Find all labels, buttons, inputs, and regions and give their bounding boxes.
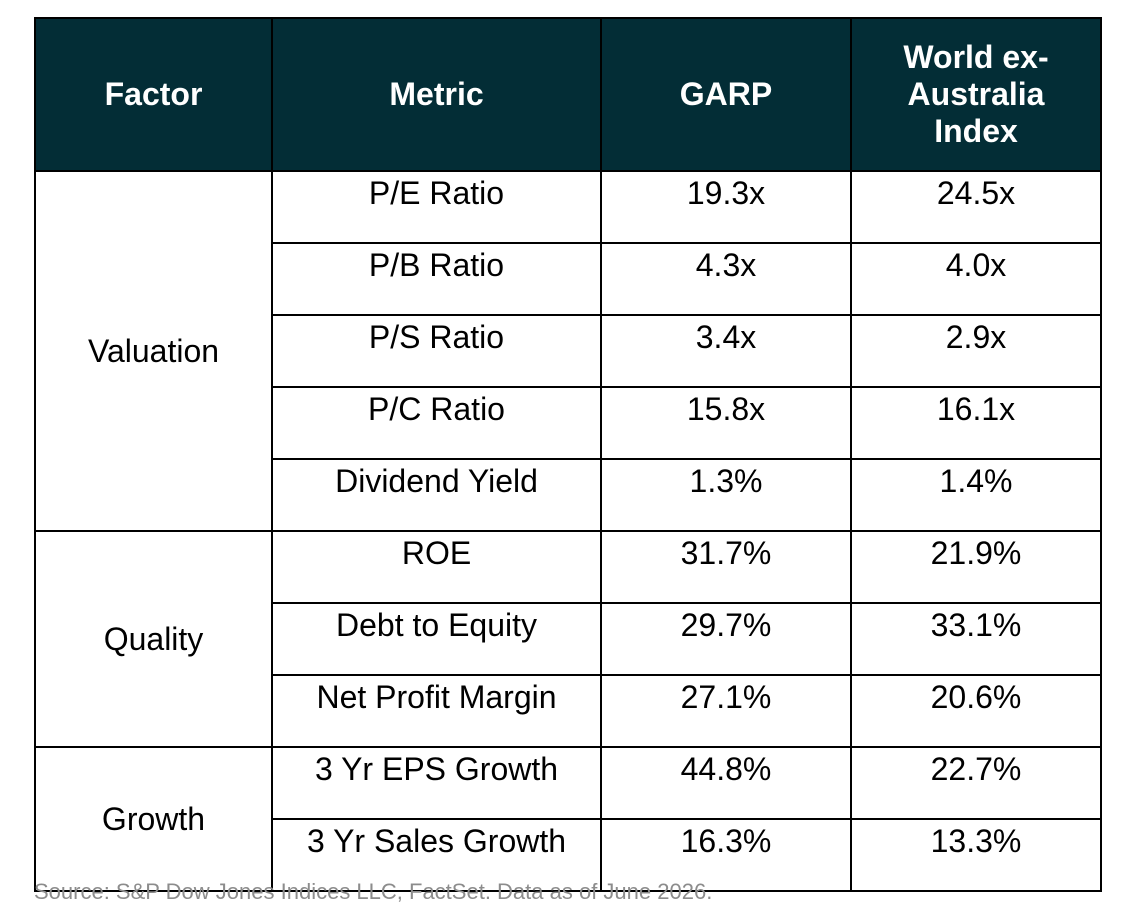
garp-cell: 1.3% — [600, 458, 852, 532]
table-row: Valuation P/E Ratio 19.3x 24.5x — [34, 170, 1102, 532]
factor-cell-quality: Quality — [34, 530, 273, 748]
garp-cell: 19.3x — [600, 170, 852, 244]
garp-cell: 16.3% — [600, 818, 852, 892]
header-garp: GARP — [600, 17, 852, 172]
metric-cell: Dividend Yield — [271, 458, 602, 532]
garp-cell: 27.1% — [600, 674, 852, 748]
header-metric: Metric — [271, 17, 602, 172]
index-cell: 1.4% — [850, 458, 1102, 532]
metric-cell: Net Profit Margin — [271, 674, 602, 748]
table-row: P/S Ratio 3.4x 2.9x — [35, 314, 1102, 388]
table-row: 3 Yr Sales Growth 16.3% 13.3% — [35, 818, 1102, 892]
factor-cell-valuation: Valuation — [34, 170, 273, 532]
table-row: Quality ROE 31.7% 21.9% — [34, 530, 1102, 748]
header-index: World ex- Australia Index — [850, 17, 1102, 172]
metric-cell: 3 Yr EPS Growth — [271, 746, 602, 820]
table-header: Factor Metric GARP World ex- Australia I… — [34, 17, 1102, 172]
metrics-table: Factor Metric GARP World ex- Australia I… — [34, 17, 1102, 892]
index-cell: 20.6% — [850, 674, 1102, 748]
header-index-line-3: Index — [934, 113, 1018, 149]
source-note: Source: S&P Dow Jones Indices LLC, FactS… — [34, 879, 713, 904]
table-row: Growth 3 Yr EPS Growth 44.8% 22.7% — [34, 746, 1102, 892]
index-cell: 13.3% — [850, 818, 1102, 892]
header-index-line-1: World ex- — [903, 39, 1049, 75]
garp-cell: 29.7% — [600, 602, 852, 676]
table-row: Debt to Equity 29.7% 33.1% — [35, 602, 1102, 676]
metric-cell: ROE — [271, 530, 602, 604]
header-index-line-2: Australia — [907, 76, 1045, 112]
garp-cell: 3.4x — [600, 314, 852, 388]
factor-cell-growth: Growth — [34, 746, 273, 892]
metric-cell: Debt to Equity — [271, 602, 602, 676]
header-factor: Factor — [34, 17, 273, 172]
index-cell: 22.7% — [850, 746, 1102, 820]
metric-cell: P/C Ratio — [271, 386, 602, 460]
metric-cell: 3 Yr Sales Growth — [271, 818, 602, 892]
garp-cell: 4.3x — [600, 242, 852, 316]
index-cell: 4.0x — [850, 242, 1102, 316]
index-cell: 24.5x — [850, 170, 1102, 244]
metric-cell: P/S Ratio — [271, 314, 602, 388]
garp-cell: 31.7% — [600, 530, 852, 604]
metric-cell: P/B Ratio — [271, 242, 602, 316]
index-cell: 16.1x — [850, 386, 1102, 460]
table-row: P/B Ratio 4.3x 4.0x — [35, 242, 1102, 316]
table-row: Dividend Yield 1.3% 1.4% — [35, 458, 1102, 532]
index-cell: 2.9x — [850, 314, 1102, 388]
table-body: Valuation P/E Ratio 19.3x 24.5x P/B Rati… — [34, 170, 1102, 892]
garp-cell: 15.8x — [600, 386, 852, 460]
index-cell: 21.9% — [850, 530, 1102, 604]
garp-cell: 44.8% — [600, 746, 852, 820]
table-row: Net Profit Margin 27.1% 20.6% — [35, 674, 1102, 748]
table-row: P/C Ratio 15.8x 16.1x — [35, 386, 1102, 460]
index-cell: 33.1% — [850, 602, 1102, 676]
metric-cell: P/E Ratio — [271, 170, 602, 244]
header-row: Factor Metric GARP World ex- Australia I… — [34, 17, 1102, 172]
